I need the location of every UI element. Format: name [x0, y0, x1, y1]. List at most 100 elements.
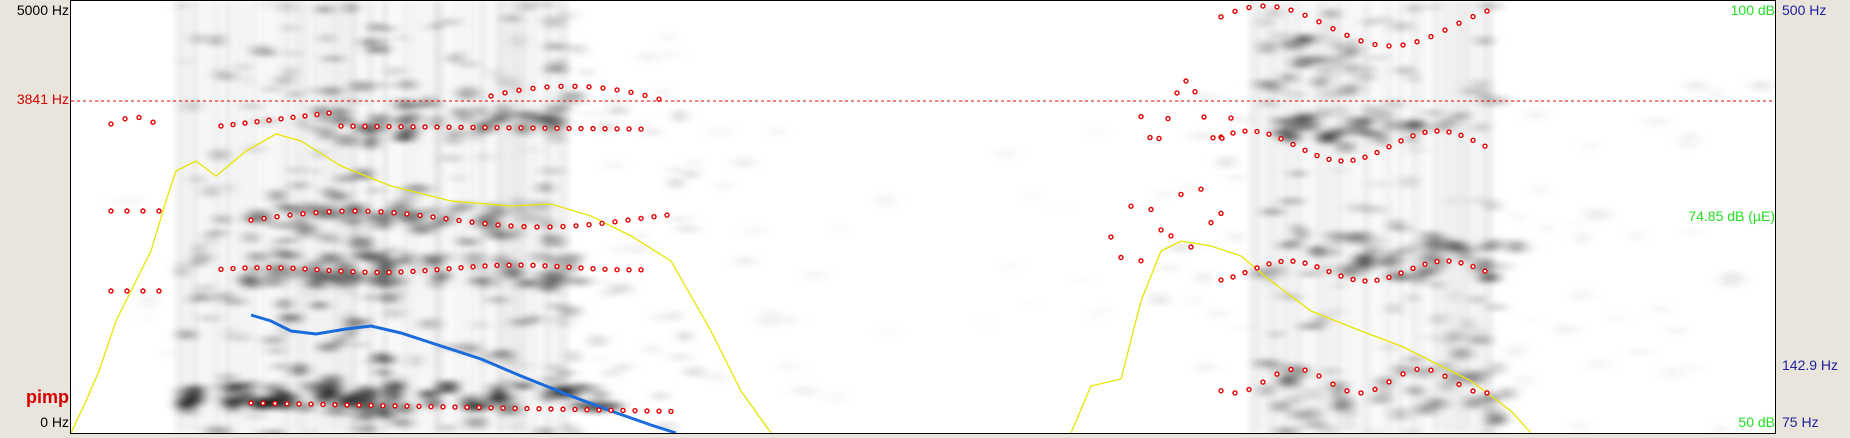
formant-point [242, 120, 248, 126]
formant-point [560, 223, 566, 230]
formant-point [398, 123, 404, 130]
formant-point [1414, 366, 1420, 373]
intensity-contour [71, 133, 772, 433]
formant-point [578, 265, 584, 271]
frequency-min-label: 0 Hz [40, 414, 69, 430]
formant-point [1386, 274, 1392, 281]
formant-point [344, 402, 350, 408]
formant-point [458, 264, 464, 271]
formant-point [1228, 115, 1234, 121]
formant-point [590, 125, 596, 132]
spectrogram-panel[interactable] [70, 0, 1776, 434]
formant-point [656, 408, 662, 414]
formant-point [242, 265, 248, 271]
formant-point [586, 84, 592, 90]
formant-point [356, 402, 362, 408]
formant-point [140, 288, 146, 294]
formant-point [547, 224, 553, 230]
formant-point [1210, 135, 1216, 141]
formant-point [608, 407, 614, 413]
formant-point [1446, 129, 1452, 135]
formant-point [1358, 390, 1364, 396]
formant-point [638, 126, 644, 132]
formant-point [602, 126, 608, 132]
formant-point [1398, 138, 1404, 144]
formant-point [374, 123, 380, 130]
pitch-max-label: 500 Hz [1782, 2, 1827, 18]
formant-point [596, 407, 602, 413]
formant-point [404, 403, 410, 409]
formant-point [332, 401, 338, 408]
formant-point [314, 111, 320, 118]
formant-point [1484, 8, 1490, 14]
formant-point [434, 124, 440, 130]
formant-point [308, 401, 314, 407]
formant-point [1458, 260, 1464, 266]
formant-point [668, 408, 674, 415]
formant-point [628, 89, 634, 96]
formant-point [516, 87, 522, 93]
formant-point [1326, 156, 1332, 163]
pitch-mid-label: 142.9 Hz [1782, 357, 1839, 373]
formant-point [430, 214, 436, 220]
formant-point [542, 263, 548, 269]
formant-point [1344, 32, 1350, 39]
formant-point [1288, 7, 1294, 13]
cursor-frequency-label: 3841 Hz [16, 91, 69, 107]
formant-point [1260, 379, 1266, 385]
formant-point [554, 125, 560, 131]
formant-point [440, 404, 446, 410]
formant-point [566, 264, 572, 270]
formant-point [506, 125, 512, 131]
formant-point [1458, 132, 1464, 139]
formant-point [642, 92, 648, 99]
formant-point [302, 113, 308, 119]
formant-point [518, 125, 524, 131]
formant-point [1338, 273, 1344, 279]
formant-point [1302, 260, 1308, 266]
formant-point [470, 124, 476, 131]
formant-point [506, 262, 512, 268]
formant-point [278, 265, 284, 271]
formant-point [524, 405, 530, 412]
formant-point [534, 224, 540, 230]
formant-point [1456, 20, 1462, 26]
formant-point [626, 267, 632, 273]
formant-point [287, 212, 293, 218]
formant-point [494, 124, 500, 131]
formant-point [1442, 27, 1448, 33]
formant-point [274, 213, 280, 220]
formant-point [378, 209, 384, 215]
formant-point [1428, 367, 1434, 373]
formant-point [1470, 13, 1476, 20]
formant-point [536, 406, 542, 412]
formant-point [108, 288, 114, 294]
formant-point [572, 406, 578, 413]
formant-point [446, 124, 452, 130]
formant-point [1254, 265, 1260, 271]
formant-point [1219, 135, 1225, 141]
formant-point [1198, 186, 1204, 192]
formant-point [108, 208, 114, 214]
formant-point [422, 267, 428, 274]
formant-point [469, 219, 475, 225]
pitch-min-label: 75 Hz [1782, 414, 1819, 430]
formant-point [404, 211, 410, 217]
formant-point [446, 265, 452, 272]
formant-point [638, 215, 644, 222]
formant-point [150, 119, 156, 125]
spectrogram-canvas[interactable] [71, 1, 1775, 433]
formant-point [1428, 33, 1434, 40]
formant-point [290, 114, 296, 121]
formant-point [362, 123, 368, 130]
formant-point [1274, 4, 1280, 10]
formant-point [428, 403, 434, 410]
formant-point [530, 262, 536, 269]
formant-point [544, 84, 550, 90]
formant-point [230, 265, 236, 272]
formant-point [1246, 4, 1252, 11]
intensity-mid-label: 74.85 dB (µE) [1688, 208, 1775, 224]
formant-point [398, 269, 404, 275]
formant-point [488, 405, 494, 411]
formant-point [644, 408, 650, 414]
